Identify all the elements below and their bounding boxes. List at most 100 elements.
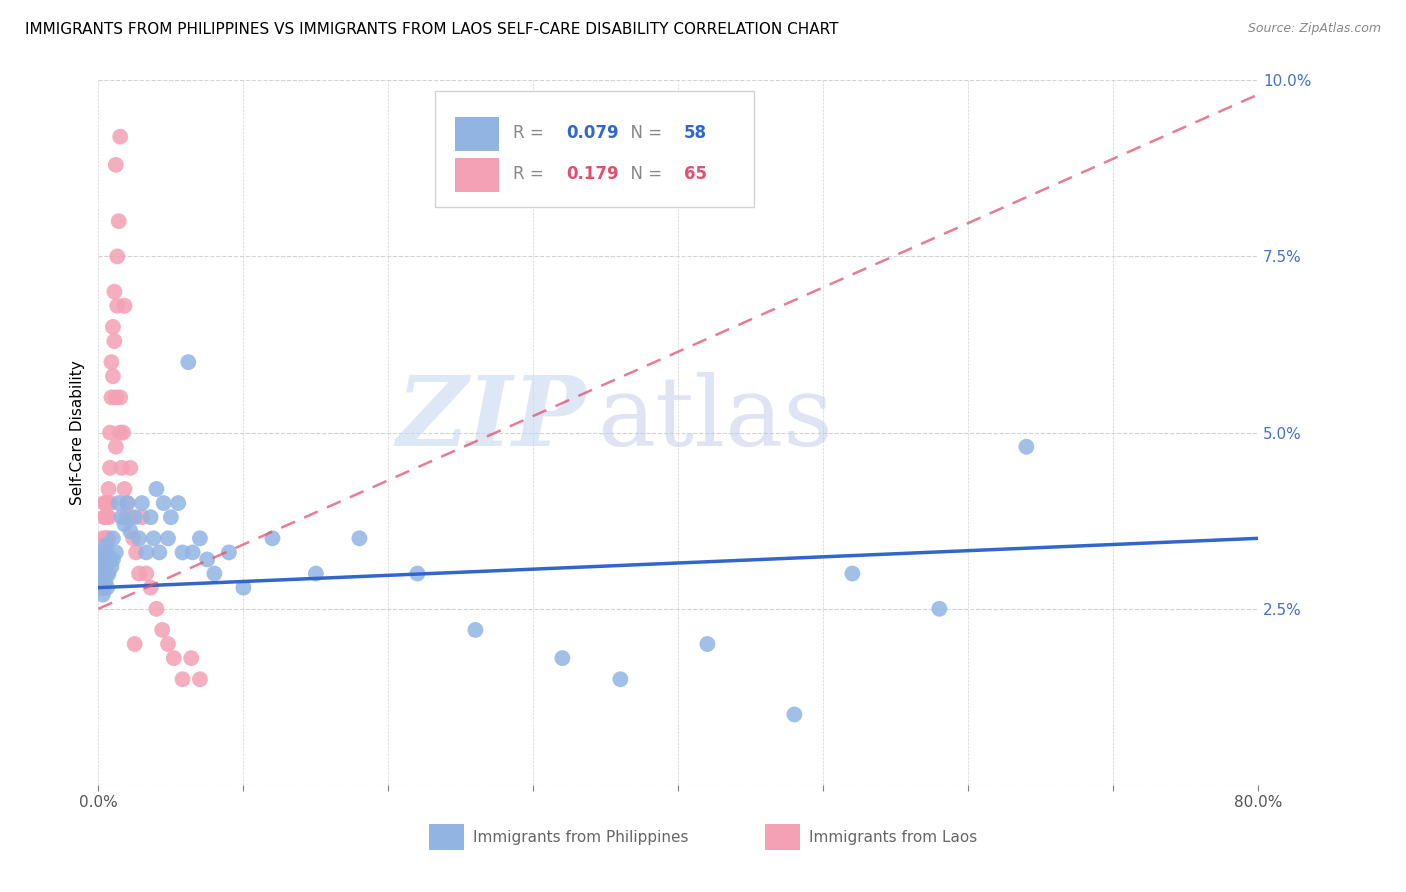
- Point: [180, 651, 202, 665]
- Point: [104, 391, 127, 405]
- Point: [108, 425, 131, 440]
- Point: [98, 496, 121, 510]
- Text: IMMIGRANTS FROM PHILIPPINES VS IMMIGRANTS FROM LAOS SELF-CARE DISABILITY CORRELA: IMMIGRANTS FROM PHILIPPINES VS IMMIGRANT…: [25, 22, 839, 37]
- Point: [609, 673, 631, 687]
- Point: [108, 391, 131, 405]
- Point: [172, 545, 194, 559]
- Point: [172, 673, 194, 687]
- Point: [93, 545, 115, 559]
- Point: [97, 510, 120, 524]
- Point: [91, 531, 114, 545]
- Point: [94, 510, 117, 524]
- Point: [928, 601, 950, 615]
- Point: [93, 566, 115, 581]
- Text: 58: 58: [685, 124, 707, 142]
- Point: [96, 496, 118, 510]
- Point: [181, 545, 204, 559]
- Point: [157, 637, 180, 651]
- Point: [551, 651, 574, 665]
- Point: [90, 581, 112, 595]
- Point: [96, 545, 118, 559]
- Point: [139, 581, 162, 595]
- Point: [188, 531, 211, 545]
- Point: [218, 545, 240, 559]
- Text: N =: N =: [620, 165, 668, 183]
- Point: [101, 369, 124, 384]
- Text: ZIP: ZIP: [396, 372, 585, 466]
- Point: [177, 355, 200, 369]
- Point: [91, 559, 114, 574]
- Point: [90, 566, 112, 581]
- Point: [145, 482, 167, 496]
- Point: [125, 545, 148, 559]
- Point: [160, 510, 183, 524]
- Point: [195, 552, 218, 566]
- Point: [135, 545, 157, 559]
- Point: [107, 214, 129, 228]
- Point: [98, 552, 121, 566]
- Point: [96, 566, 118, 581]
- Point: [262, 531, 284, 545]
- Point: [96, 581, 118, 595]
- Point: [120, 460, 142, 475]
- Point: [93, 496, 115, 510]
- Point: [104, 440, 127, 454]
- Text: 0.179: 0.179: [565, 165, 619, 183]
- Point: [114, 517, 136, 532]
- Point: [114, 482, 136, 496]
- Point: [117, 496, 139, 510]
- Point: [91, 545, 114, 559]
- Bar: [454, 158, 499, 192]
- Point: [100, 391, 122, 405]
- Point: [464, 623, 486, 637]
- FancyBboxPatch shape: [434, 91, 754, 207]
- Point: [97, 482, 120, 496]
- Point: [142, 531, 165, 545]
- Text: R =: R =: [513, 165, 548, 183]
- Point: [188, 673, 211, 687]
- Point: [103, 334, 125, 348]
- Point: [406, 566, 429, 581]
- Point: [104, 158, 127, 172]
- Point: [349, 531, 371, 545]
- Point: [97, 566, 120, 581]
- Bar: [454, 117, 499, 151]
- Point: [122, 531, 145, 545]
- Point: [104, 545, 127, 559]
- Point: [96, 531, 118, 545]
- Point: [157, 531, 180, 545]
- Point: [107, 496, 129, 510]
- Point: [89, 552, 111, 566]
- Point: [100, 355, 122, 369]
- Point: [124, 637, 146, 651]
- Point: [696, 637, 718, 651]
- Point: [148, 545, 170, 559]
- Point: [89, 552, 111, 566]
- Point: [93, 552, 115, 566]
- Point: [98, 460, 121, 475]
- Point: [128, 566, 150, 581]
- Point: [98, 425, 121, 440]
- Point: [101, 531, 124, 545]
- Text: 0.079: 0.079: [565, 124, 619, 142]
- Point: [89, 581, 111, 595]
- Point: [103, 285, 125, 299]
- Point: [91, 581, 114, 595]
- Point: [91, 566, 114, 581]
- Point: [93, 566, 115, 581]
- Text: 65: 65: [685, 165, 707, 183]
- Point: [96, 510, 118, 524]
- Point: [93, 581, 115, 595]
- Point: [94, 559, 117, 574]
- Point: [101, 552, 124, 566]
- Point: [120, 510, 142, 524]
- Text: atlas: atlas: [598, 372, 834, 466]
- Point: [1015, 440, 1038, 454]
- Bar: [429, 823, 464, 850]
- Point: [97, 531, 120, 545]
- Point: [112, 425, 135, 440]
- Point: [204, 566, 226, 581]
- Point: [120, 524, 142, 539]
- Point: [101, 319, 124, 334]
- Point: [152, 496, 174, 510]
